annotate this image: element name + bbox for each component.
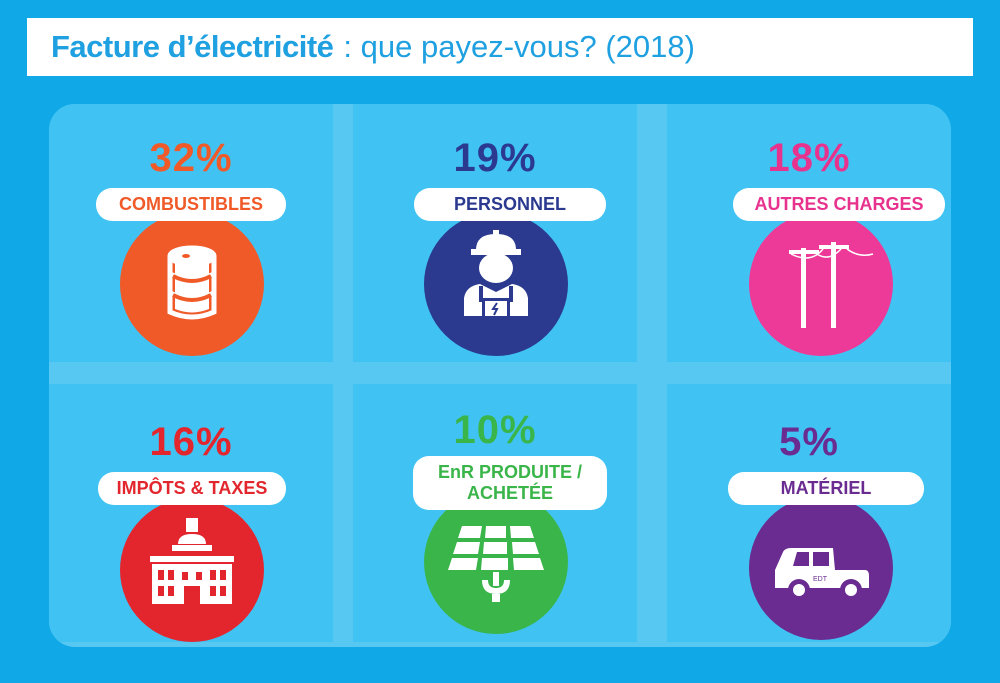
card-combustibles: 32% COMBUSTIBLES xyxy=(49,104,333,362)
solar-panel-icon xyxy=(424,490,568,634)
worker-icon xyxy=(424,212,568,356)
power-pole-icon xyxy=(749,212,893,356)
oil-barrel-icon xyxy=(120,212,264,356)
percent-combustibles: 32% xyxy=(149,136,233,180)
card-enr: 10% EnR PRODUIT xyxy=(353,384,637,642)
percent-enr: 10% xyxy=(453,408,537,452)
label-enr-line1: EnR PRODUITE / xyxy=(437,462,582,482)
card-materiel: 5% EDT MATÉRIEL xyxy=(667,384,951,642)
label-personnel: PERSONNEL xyxy=(414,188,606,221)
card-autres-charges: 18% AUTRES CHARGES xyxy=(667,104,951,362)
truck-logo-text: EDT xyxy=(813,576,828,583)
percent-autres-charges: 18% xyxy=(767,136,851,180)
label-autres-charges: AUTRES CHARGES xyxy=(733,188,945,221)
label-materiel: MATÉRIEL xyxy=(728,472,924,505)
utility-truck-icon: EDT xyxy=(749,496,893,640)
government-building-icon xyxy=(120,498,264,642)
card-personnel: 19% PERSONNEL xyxy=(353,104,637,362)
percent-personnel: 19% xyxy=(453,136,537,180)
label-combustibles: COMBUSTIBLES xyxy=(96,188,286,221)
percent-impots: 16% xyxy=(149,420,233,464)
title-subtitle: : que payez-vous? (2018) xyxy=(343,29,695,64)
label-impots: IMPÔTS & TAXES xyxy=(98,472,286,505)
card-impots-taxes: 16% IMPÔTS & TAXES xyxy=(49,384,333,642)
label-enr-line2: ACHETÉE xyxy=(466,483,553,503)
title-bar: Facture d’électricité : que payez-vous? … xyxy=(27,18,973,76)
title-main: Facture d’électricité xyxy=(51,29,334,64)
cards-panel: 32% COMBUSTIBLES 19% xyxy=(49,104,951,647)
label-enr: EnR PRODUITE / ACHETÉE xyxy=(413,456,607,510)
percent-materiel: 5% xyxy=(779,420,839,464)
